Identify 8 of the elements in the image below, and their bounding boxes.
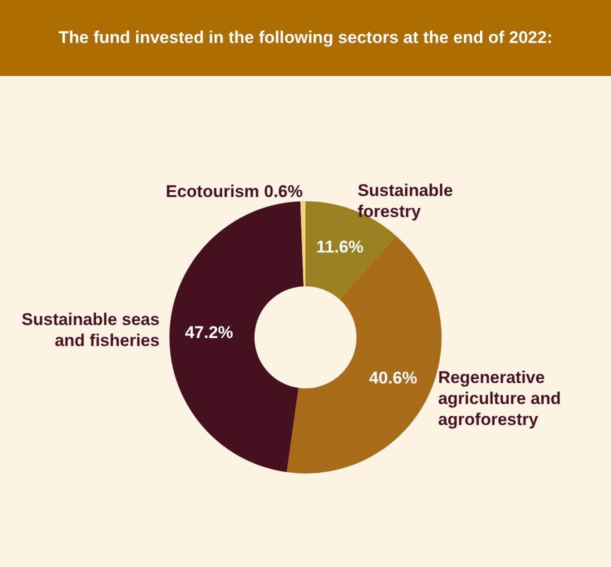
chart-title: The fund invested in the following sectors at the end of 2022: (58, 28, 553, 47)
data-label: 40.6% (369, 368, 418, 388)
data-label: 11.6% (316, 238, 364, 257)
slice-label: Ecotourism 0.6% (166, 182, 303, 201)
slice-label: Sustainable forestry (358, 180, 458, 221)
slice-label: Sustainable seas and fisheries (22, 310, 160, 350)
data-label: 47.2% (184, 323, 234, 342)
slice-label: Regenerative agriculture and agroforestry (438, 368, 566, 430)
